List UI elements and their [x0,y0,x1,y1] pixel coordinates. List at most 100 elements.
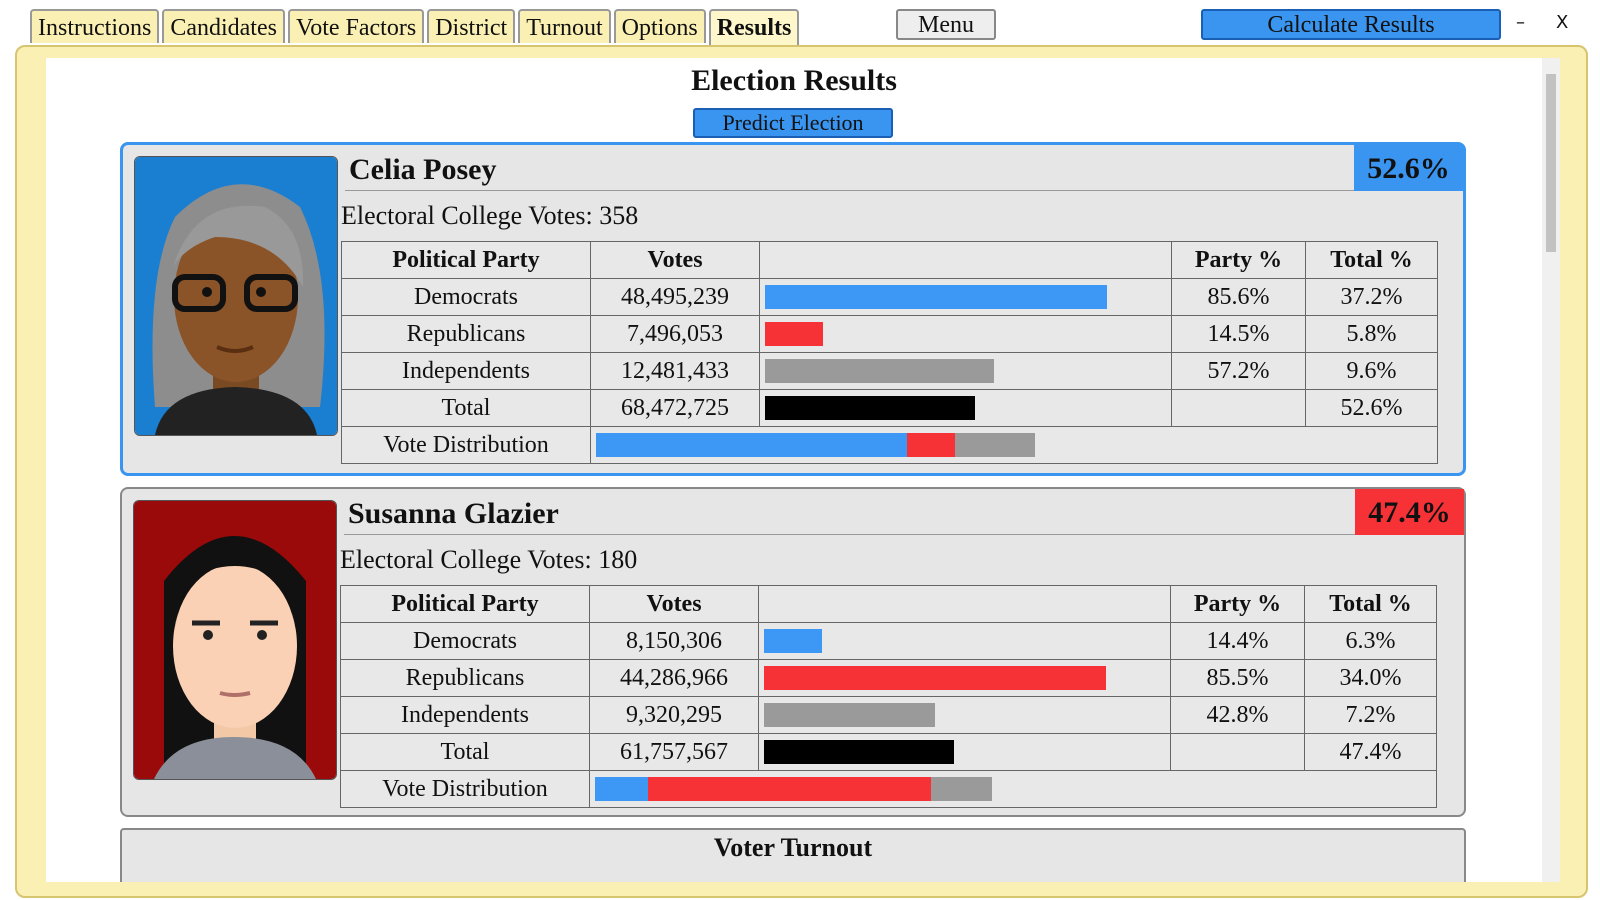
header-cell: Total % [1304,585,1437,623]
tab[interactable]: Results [708,9,800,47]
bar-cell [759,278,1172,316]
party-pct [1171,389,1306,427]
distribution-bar [595,777,1436,801]
electoral-label: Electoral College Votes: [340,545,592,574]
distribution-cell [589,770,1437,808]
header-cell: Political Party [341,241,591,279]
total-pct: 7.2% [1304,696,1437,734]
party-bar [765,396,976,420]
vote-share: 52.6% [1354,145,1463,191]
tab-bar: Instructions Candidates Vote Factors Distri… [30,9,802,47]
results-table: Political Party Votes Party % Total % Democr… [341,241,1438,464]
candidate-name: Celia Posey [345,145,1357,191]
distribution-segment [647,777,932,801]
minimize-button[interactable]: – [1516,12,1525,33]
party-bar [765,359,994,383]
party-name: Democrats [341,278,591,316]
tab[interactable]: Options [613,9,706,43]
distribution-segment [931,777,992,801]
total-pct: 5.8% [1305,315,1438,353]
bar-cell [759,352,1172,390]
electoral-votes: Electoral College Votes: 358 [341,201,638,231]
vote-count: 7,496,053 [590,315,760,353]
party-bar [765,322,823,346]
candidate-name: Susanna Glazier [344,489,1356,535]
candidate-card: Susanna Glazier 47.4% Electoral College Vo… [120,487,1466,817]
party-bar [764,740,954,764]
distribution-label: Vote Distribution [341,426,591,464]
bar-cell [759,389,1172,427]
candidate-card: Celia Posey 52.6% Electoral College Votes:… [120,142,1466,476]
distribution-cell [590,426,1438,464]
close-button[interactable]: X [1556,12,1569,33]
party-name: Independents [341,352,591,390]
tab[interactable]: Candidates [162,9,285,43]
vote-count: 61,757,567 [589,733,759,771]
total-pct: 9.6% [1305,352,1438,390]
party-pct: 85.5% [1170,659,1305,697]
total-pct: 52.6% [1305,389,1438,427]
party-row: Total 68,472,725 52.6% [341,389,1438,427]
vote-count: 8,150,306 [589,622,759,660]
distribution-segment [906,433,956,457]
header-cell: Political Party [340,585,590,623]
party-row: Republicans 44,286,966 85.5% 34.0% [340,659,1437,697]
scrollbar[interactable] [1542,58,1560,882]
party-name: Democrats [340,622,590,660]
turnout-section: Voter Turnout [120,828,1466,882]
party-pct: 14.5% [1171,315,1306,353]
electoral-value: 358 [599,201,639,230]
party-row: Total 61,757,567 47.4% [340,733,1437,771]
vote-count: 68,472,725 [590,389,760,427]
electoral-label: Electoral College Votes: [341,201,593,230]
header-cell [758,585,1171,623]
party-name: Republicans [340,659,590,697]
tab[interactable]: Turnout [518,9,611,43]
predict-button[interactable]: Predict Election [693,108,893,138]
party-bar [764,629,822,653]
calculate-button[interactable]: Calculate Results [1201,9,1501,40]
party-name: Total [341,389,591,427]
candidate-portrait [133,500,337,780]
vote-count: 44,286,966 [589,659,759,697]
total-pct: 37.2% [1305,278,1438,316]
results-view: Election Results Predict Election Celia … [46,58,1560,882]
tab[interactable]: Instructions [30,9,160,43]
party-bar [765,285,1108,309]
party-name: Total [340,733,590,771]
party-row: Democrats 48,495,239 85.6% 37.2% [341,278,1438,316]
party-name: Independents [340,696,590,734]
vote-share: 47.4% [1355,489,1464,535]
bar-cell [759,315,1172,353]
total-pct: 6.3% [1304,622,1437,660]
distribution-row: Vote Distribution [340,770,1437,808]
party-pct: 85.6% [1171,278,1306,316]
header-cell [759,241,1172,279]
distribution-segment [595,777,648,801]
menu-button[interactable]: Menu [896,9,996,40]
tab[interactable]: Vote Factors [287,9,425,43]
bar-cell [758,659,1171,697]
turnout-title: Voter Turnout [713,833,873,862]
candidate-portrait [134,156,338,436]
results-title: Election Results [691,64,897,97]
party-pct: 57.2% [1171,352,1306,390]
party-pct [1170,733,1305,771]
party-pct: 42.8% [1170,696,1305,734]
header-cell: Party % [1170,585,1305,623]
vote-count: 12,481,433 [590,352,760,390]
party-row: Independents 9,320,295 42.8% 7.2% [340,696,1437,734]
party-name: Republicans [341,315,591,353]
party-pct: 14.4% [1170,622,1305,660]
bar-cell [758,733,1171,771]
tab[interactable]: District [427,9,516,43]
distribution-label: Vote Distribution [340,770,590,808]
header-cell: Votes [590,241,760,279]
header-cell: Party % [1171,241,1306,279]
distribution-bar [596,433,1437,457]
header-row: Political Party Votes Party % Total % [340,585,1437,623]
electoral-votes: Electoral College Votes: 180 [340,545,637,575]
header-row: Political Party Votes Party % Total % [341,241,1438,279]
scroll-thumb[interactable] [1546,74,1556,252]
